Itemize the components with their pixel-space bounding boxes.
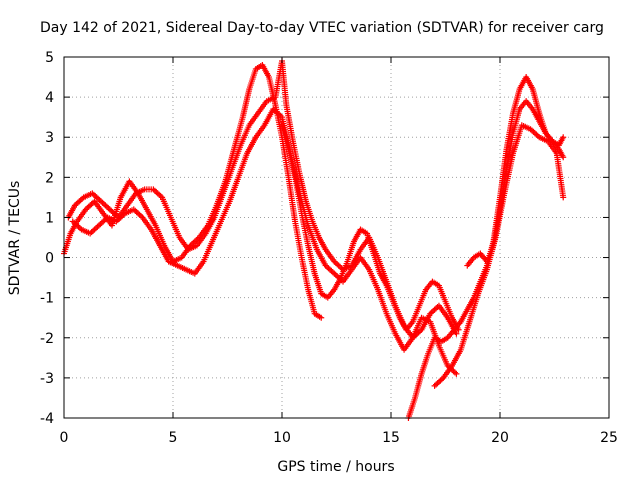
data-points — [61, 58, 567, 421]
satellite-track-d — [279, 122, 462, 333]
data-point — [318, 314, 325, 321]
x-tick-label: 15 — [382, 430, 400, 446]
chart-title: Day 142 of 2021, Sidereal Day-to-day VTE… — [40, 20, 604, 36]
y-tick-label: 2 — [45, 170, 54, 186]
y-tick-label: 1 — [45, 210, 54, 226]
y-tick-label: -3 — [40, 371, 54, 387]
data-point — [453, 370, 460, 377]
satellite-track-b — [65, 58, 460, 341]
y-tick-label: -2 — [40, 331, 54, 347]
y-tick-label: 0 — [45, 251, 54, 267]
y-tick-label: -1 — [40, 291, 54, 307]
satellite-track-c — [69, 106, 460, 377]
data-point — [453, 330, 460, 337]
y-tick-label: 5 — [45, 50, 54, 66]
satellite-track-f — [431, 122, 567, 389]
x-axis-title: GPS time / hours — [277, 459, 394, 475]
x-tick-label: 0 — [60, 430, 69, 446]
axis-ticks — [63, 56, 610, 419]
plot-frame — [63, 56, 610, 419]
y-tick-label: -4 — [40, 411, 54, 427]
y-tick-label: 4 — [45, 90, 54, 106]
x-tick-label: 25 — [600, 430, 618, 446]
y-tick-labels: -4 -3 -2 -1 0 1 2 3 4 5 — [40, 50, 54, 427]
satellite-track-g — [464, 98, 567, 269]
y-axis-title: SDTVAR / TECUs — [7, 181, 23, 296]
x-tick-label: 5 — [169, 430, 178, 446]
x-tick-label: 20 — [491, 430, 509, 446]
x-tick-labels: 0 5 10 15 20 25 — [60, 430, 618, 446]
data-point — [560, 134, 567, 141]
y-tick-label: 3 — [45, 130, 54, 146]
data-point — [560, 154, 567, 161]
data-point — [560, 194, 567, 201]
x-tick-label: 10 — [273, 430, 291, 446]
grid-lines — [64, 57, 609, 418]
satellite-track-a — [61, 62, 325, 321]
